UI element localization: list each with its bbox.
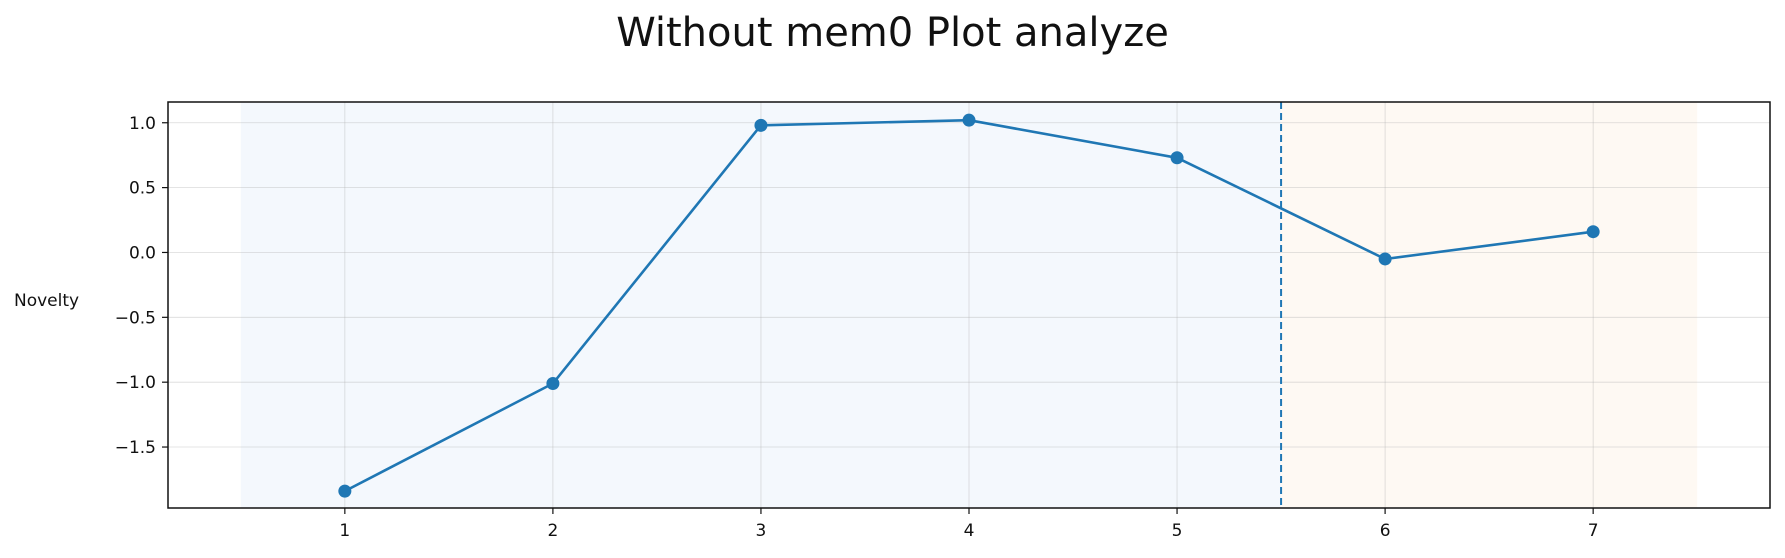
x-axis: 1 2 3 4 5 6 7 xyxy=(339,508,1599,541)
x-tick-label-4: 4 xyxy=(964,521,975,541)
y-axis-label: Novelty xyxy=(14,291,79,311)
y-tick-label-6: −1.5 xyxy=(115,438,156,458)
y-tick-label-2: 0.5 xyxy=(129,179,156,199)
shaded-region-2 xyxy=(1281,102,1698,508)
data-point-1 xyxy=(338,484,352,498)
x-tick-label-3: 3 xyxy=(756,521,767,541)
x-tick-label-7: 7 xyxy=(1588,521,1599,541)
data-point-3 xyxy=(754,118,768,132)
data-point-7 xyxy=(1586,225,1600,239)
y-tick-label-3: 0.0 xyxy=(129,243,156,263)
x-tick-label-6: 6 xyxy=(1380,521,1391,541)
shaded-regions xyxy=(240,102,1698,508)
x-tick-label-2: 2 xyxy=(547,521,558,541)
y-tick-label-5: −1.0 xyxy=(115,373,156,393)
data-point-5 xyxy=(1170,151,1184,165)
x-tick-label-1: 1 xyxy=(339,521,350,541)
data-point-2 xyxy=(546,376,560,390)
y-tick-label-1: 1.0 xyxy=(129,114,156,134)
data-point-4 xyxy=(962,113,976,127)
chart-title: Without mem0 Plot analyze xyxy=(616,10,1169,56)
y-tick-label-4: −0.5 xyxy=(115,308,156,328)
x-tick-label-5: 5 xyxy=(1172,521,1183,541)
shaded-region-1 xyxy=(240,102,1282,508)
data-points xyxy=(338,113,1600,498)
y-axis: 1.0 0.5 0.0 −0.5 −1.0 −1.5 xyxy=(115,114,168,458)
data-point-6 xyxy=(1378,252,1392,266)
